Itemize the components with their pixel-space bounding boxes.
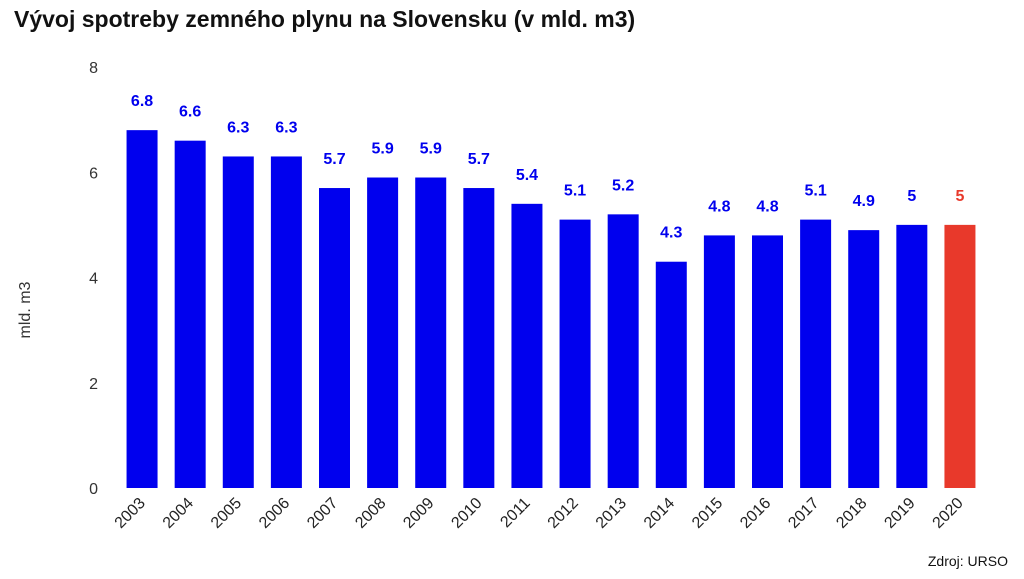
- data-label-2007: 5.7: [323, 151, 345, 168]
- source-note: Zdroj: URSO: [927, 553, 1008, 569]
- data-label-2018: 4.9: [853, 193, 875, 210]
- y-tick-label: 4: [89, 271, 98, 288]
- x-tick-label: 2014: [641, 495, 678, 532]
- bar-2011: [511, 203, 543, 488]
- bar-2004: [174, 140, 206, 489]
- bar-2010: [463, 188, 495, 488]
- x-tick-label: 2012: [545, 495, 582, 532]
- data-label-2014: 4.3: [660, 225, 682, 242]
- x-tick-label: 2007: [304, 495, 341, 532]
- x-tick-label: 2003: [112, 495, 149, 532]
- data-label-2015: 4.8: [708, 198, 730, 215]
- bar-2005: [222, 156, 254, 488]
- y-tick-label: 6: [89, 165, 98, 182]
- x-tick-label: 2009: [400, 495, 437, 532]
- data-label-2006: 6.3: [275, 119, 297, 136]
- data-label-2016: 4.8: [756, 198, 778, 215]
- bar-2008: [367, 177, 399, 488]
- y-tick-label: 8: [89, 60, 98, 77]
- bar-2014: [655, 261, 687, 488]
- data-label-2010: 5.7: [468, 151, 490, 168]
- bar-2007: [319, 188, 350, 488]
- bar-2003: [126, 130, 158, 488]
- data-label-2020: 5: [955, 188, 964, 205]
- bar-2009: [415, 177, 447, 488]
- x-tick-label: 2011: [497, 495, 533, 531]
- y-tick-label: 2: [89, 376, 98, 393]
- bar-2013: [607, 214, 639, 488]
- x-tick-label: 2019: [881, 495, 918, 532]
- x-tick-label: 2004: [160, 495, 197, 532]
- bar-2019: [896, 224, 928, 488]
- data-label-2012: 5.1: [564, 183, 586, 200]
- data-label-2017: 5.1: [804, 183, 826, 200]
- data-label-2011: 5.4: [516, 167, 538, 184]
- y-tick-label: 0: [89, 481, 98, 498]
- bar-2015: [703, 235, 735, 488]
- x-tick-label: 2013: [593, 495, 630, 532]
- x-tick-label: 2018: [833, 495, 870, 532]
- bar-2017: [800, 219, 832, 489]
- x-tick-label: 2016: [737, 495, 774, 532]
- x-tick-label: 2008: [352, 495, 389, 532]
- chart-title: Vývoj spotreby zemného plynu na Slovensk…: [14, 6, 636, 32]
- bar-2012: [559, 219, 591, 489]
- data-label-2013: 5.2: [612, 177, 634, 194]
- data-label-2005: 6.3: [227, 119, 249, 136]
- data-label-2003: 6.8: [131, 93, 153, 110]
- bar-2006: [270, 156, 302, 488]
- bar-2020: [944, 224, 976, 488]
- x-tick-label: 2020: [930, 495, 967, 532]
- bar-2016: [752, 235, 783, 488]
- data-label-2004: 6.6: [179, 104, 201, 121]
- data-label-2019: 5: [907, 188, 916, 205]
- x-tick-label: 2010: [448, 495, 485, 532]
- x-tick-label: 2006: [256, 495, 293, 532]
- data-label-2008: 5.9: [371, 141, 393, 158]
- data-label-2009: 5.9: [420, 141, 442, 158]
- bar-2018: [848, 230, 880, 488]
- x-tick-label: 2005: [208, 495, 245, 532]
- x-tick-label: 2015: [689, 495, 726, 532]
- x-tick-label: 2017: [785, 495, 822, 532]
